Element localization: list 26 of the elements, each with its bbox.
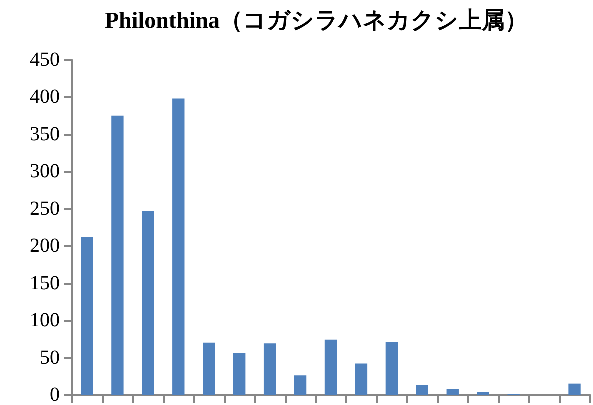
bar [477, 392, 490, 395]
bar [233, 353, 246, 395]
bar [172, 98, 185, 395]
y-tick-label: 200 [30, 235, 60, 258]
bar [355, 364, 368, 395]
y-tick-label: 50 [40, 346, 60, 369]
bar [386, 342, 398, 395]
y-tick-label: 0 [50, 384, 60, 405]
bar [142, 211, 154, 395]
chart-title: Philonthina（コガシラハネカクシ上属） [105, 8, 528, 33]
y-tick-label: 400 [30, 86, 60, 108]
bar [324, 340, 338, 395]
y-tick-label: 300 [30, 160, 60, 183]
y-tick-label: 150 [30, 272, 60, 294]
y-tick-label: 350 [30, 123, 60, 146]
y-tick-label: 450 [30, 49, 60, 71]
bar [294, 376, 307, 395]
bar [112, 116, 124, 395]
bar [446, 389, 459, 395]
y-tick-label: 100 [30, 310, 60, 332]
bar [568, 384, 581, 395]
bar [81, 237, 94, 395]
bar [416, 385, 429, 395]
y-tick-label: 250 [30, 198, 60, 220]
bar [264, 344, 276, 395]
bar [203, 342, 216, 395]
